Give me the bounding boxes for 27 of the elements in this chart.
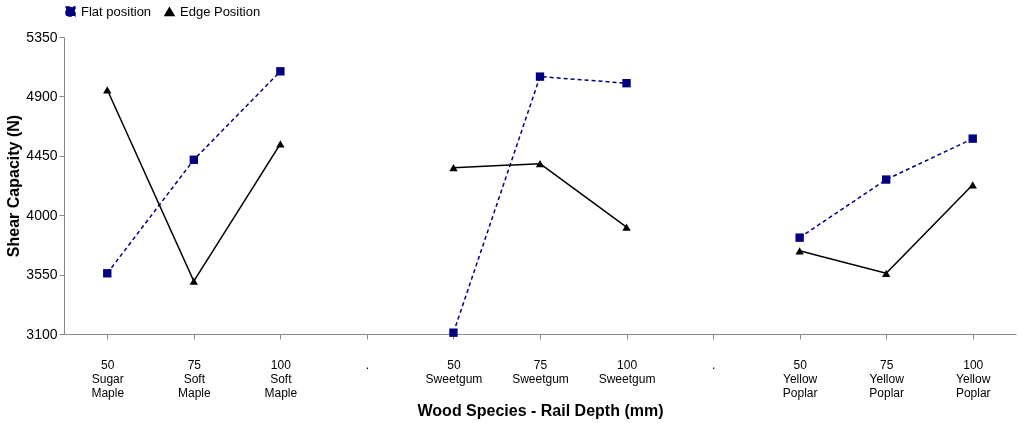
- point: [276, 140, 285, 148]
- x-tick-label: 100 Sweetgum: [598, 357, 656, 386]
- point: [103, 269, 112, 278]
- x-tick-label: 50 Sweetgum: [425, 357, 483, 386]
- y-axis-title: Shear Capacity (N): [5, 114, 23, 258]
- y-tick-label: 4900: [26, 87, 58, 104]
- x-tick-label: 100 Soft Maple: [264, 357, 298, 400]
- y-tick-label: 3100: [26, 325, 58, 342]
- point: [103, 86, 112, 94]
- point: [276, 67, 285, 76]
- y-tick-label: 4000: [26, 206, 58, 223]
- legend-label: Flat position: [81, 3, 152, 19]
- x-tick-label: 50 Sugar Maple: [91, 357, 125, 400]
- y-tick-label: 5350: [26, 28, 58, 45]
- x-tick-label: .: [711, 357, 716, 372]
- x-tick-label: .: [365, 357, 370, 372]
- x-tick-label: 50 Yellow Poplar: [782, 357, 818, 400]
- legend-label: Edge Position: [180, 3, 261, 19]
- x-axis-title: Wood Species - Rail Depth (mm): [417, 401, 664, 419]
- y-tick-label: 4450: [26, 147, 58, 164]
- x-tick-label: 100 Yellow Poplar: [955, 357, 991, 400]
- y-tick-label: 3550: [26, 266, 58, 283]
- point: [189, 277, 198, 285]
- x-tick-label: 75 Sweetgum: [512, 357, 569, 386]
- x-tick-label: 75 Soft Maple: [177, 357, 211, 400]
- x-tick-label: 75 Yellow Poplar: [869, 357, 905, 400]
- point: [189, 155, 198, 164]
